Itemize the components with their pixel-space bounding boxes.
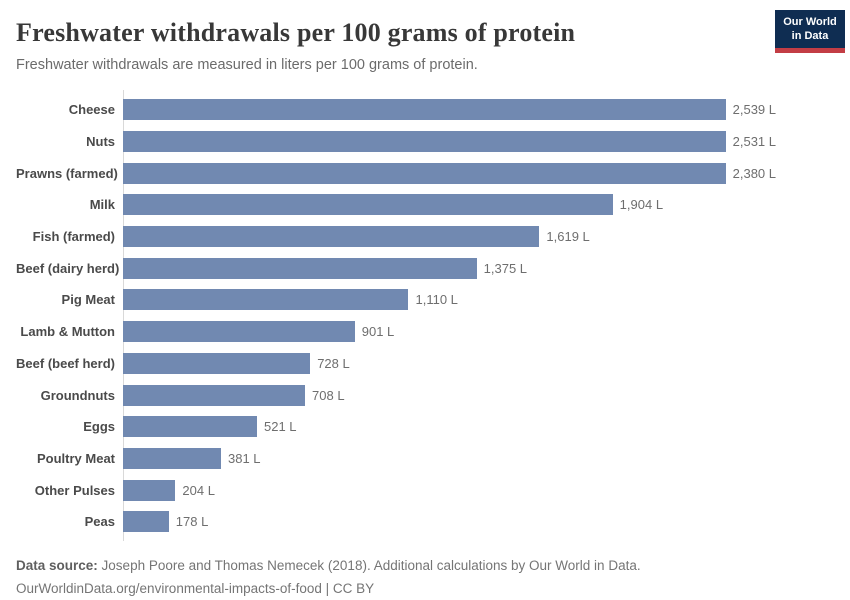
value-label: 2,380 L — [732, 165, 776, 181]
value-label: 901 L — [361, 324, 395, 340]
bar-track: 728 L — [123, 348, 776, 380]
category-label: Poultry Meat — [36, 450, 115, 466]
bar-track: 204 L — [123, 474, 776, 506]
bar-track: 381 L — [123, 443, 776, 475]
title-row: Freshwater withdrawals per 100 grams of … — [16, 10, 845, 53]
value-label: 1,904 L — [619, 197, 664, 213]
category-label: Other Pulses — [34, 482, 115, 498]
category-label: Eggs — [83, 419, 115, 435]
category-label: Beef (dairy herd) — [16, 260, 120, 276]
value-label: 521 L — [263, 419, 297, 435]
chart-row: Lamb & Mutton 901 L — [16, 316, 834, 348]
bar-track: 178 L — [123, 506, 776, 538]
owid-logo-line2: in Data — [791, 29, 829, 42]
bar-chart: Cheese 2,539 L Nuts 2,531 L Prawns (farm… — [16, 90, 834, 541]
bar-track: 1,619 L — [123, 221, 776, 253]
bar[interactable] — [123, 352, 311, 374]
value-label: 708 L — [312, 387, 345, 403]
chart-subtitle: Freshwater withdrawals are measured in l… — [16, 57, 478, 73]
bar-track: 2,380 L — [123, 157, 776, 189]
bar[interactable] — [123, 416, 257, 438]
category-label: Lamb & Mutton — [20, 324, 115, 340]
bar-track: 708 L — [123, 379, 776, 411]
chart-row: Cheese 2,539 L — [16, 94, 834, 126]
category-label: Groundnuts — [40, 387, 115, 403]
value-label: 2,539 L — [732, 102, 776, 118]
data-source-label: Data source: — [16, 557, 98, 573]
chart-title: Freshwater withdrawals per 100 grams of … — [16, 18, 576, 47]
chart-rows: Cheese 2,539 L Nuts 2,531 L Prawns (farm… — [16, 94, 834, 538]
chart-row: Eggs 521 L — [16, 411, 834, 443]
chart-row: Peas 178 L — [16, 506, 834, 538]
chart-header: Freshwater withdrawals per 100 grams of … — [16, 10, 845, 74]
value-label: 2,531 L — [732, 134, 776, 150]
chart-row: Beef (beef herd) 728 L — [16, 348, 834, 380]
chart-row: Poultry Meat 381 L — [16, 443, 834, 475]
bar-track: 521 L — [123, 411, 776, 443]
chart-row: Pig Meat 1,110 L — [16, 284, 834, 316]
chart-row: Nuts 2,531 L — [16, 126, 834, 158]
bar[interactable] — [123, 479, 176, 501]
value-label: 1,619 L — [546, 229, 590, 245]
bar[interactable] — [123, 131, 726, 153]
value-label: 728 L — [317, 355, 350, 371]
data-source-line: Data source: Joseph Poore and Thomas Nem… — [16, 554, 834, 577]
value-label: 178 L — [175, 514, 209, 530]
bar[interactable] — [123, 99, 726, 121]
owid-logo-line1: Our World — [783, 16, 837, 28]
value-label: 1,110 L — [415, 292, 458, 308]
bar-track: 2,531 L — [123, 126, 776, 158]
bar[interactable] — [123, 226, 540, 248]
chart-row: Milk 1,904 L — [16, 189, 834, 221]
bar[interactable] — [123, 384, 306, 406]
bar-track: 1,375 L — [123, 252, 776, 284]
category-label: Fish (farmed) — [32, 229, 115, 245]
value-label: 204 L — [182, 482, 215, 498]
owid-logo[interactable]: Our World in Data — [775, 10, 845, 53]
chart-footer: Data source: Joseph Poore and Thomas Nem… — [16, 554, 834, 600]
bar-track: 1,904 L — [123, 189, 776, 221]
footer-link: OurWorldinData.org/environmental-impacts… — [16, 580, 375, 596]
data-source-text: Joseph Poore and Thomas Nemecek (2018). … — [101, 557, 641, 573]
chart-row: Other Pulses 204 L — [16, 474, 834, 506]
value-label: 1,375 L — [483, 260, 528, 276]
category-label: Pig Meat — [61, 292, 115, 308]
chart-row: Beef (dairy herd) 1,375 L — [16, 252, 834, 284]
chart-row: Prawns (farmed) 2,380 L — [16, 157, 834, 189]
bar[interactable] — [123, 162, 726, 184]
value-label: 381 L — [228, 450, 261, 466]
bar-track: 901 L — [123, 316, 776, 348]
bar[interactable] — [123, 257, 477, 279]
chart-row: Fish (farmed) 1,619 L — [16, 221, 834, 253]
category-label: Beef (beef herd) — [16, 355, 115, 371]
bar[interactable] — [123, 511, 169, 533]
bar-track: 1,110 L — [123, 284, 776, 316]
category-label: Prawns (farmed) — [16, 165, 118, 181]
category-label: Nuts — [86, 134, 115, 150]
bar[interactable] — [123, 447, 221, 469]
category-label: Peas — [84, 514, 115, 530]
bar[interactable] — [123, 194, 613, 216]
chart-row: Groundnuts 708 L — [16, 379, 834, 411]
category-label: Cheese — [68, 102, 115, 118]
y-axis-line — [123, 90, 124, 541]
bar[interactable] — [123, 321, 355, 343]
bar[interactable] — [123, 289, 409, 311]
bar-track: 2,539 L — [123, 94, 776, 126]
category-label: Milk — [89, 197, 115, 213]
